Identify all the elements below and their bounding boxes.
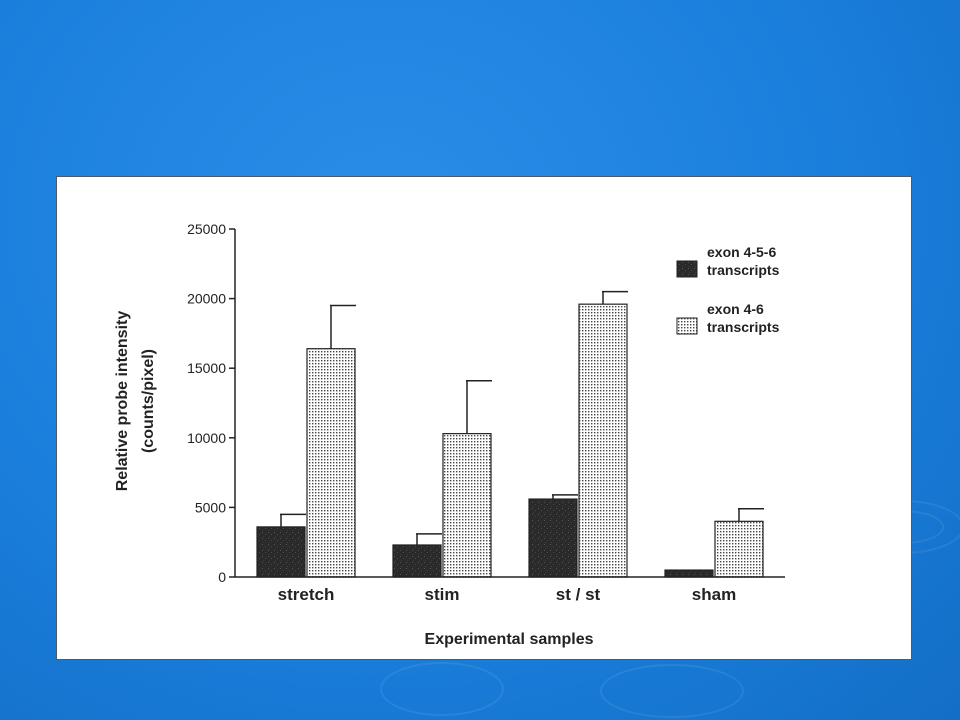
background-ripple [600, 664, 744, 718]
bar [664, 569, 714, 578]
y-tick-label: 0 [218, 569, 226, 585]
x-axis-title: Experimental samples [425, 631, 594, 648]
background-ripple [380, 662, 504, 716]
axis-titles: Experimental samples Relative probe inten… [114, 311, 594, 648]
y-axis: 0 5000 10000 15000 20000 25000 [187, 221, 236, 585]
bar [256, 526, 306, 578]
y-tick-label: 25000 [187, 221, 226, 237]
bar-chart: 0 5000 10000 15000 20000 25000 stretch stim st … [114, 221, 785, 648]
y-tick-label: 15000 [187, 360, 226, 376]
legend-label: exon 4-5-6 [707, 244, 776, 260]
bar [306, 348, 356, 578]
legend-label: exon 4-6 [707, 301, 764, 317]
x-category-label: st / st [556, 585, 601, 604]
bar [578, 303, 628, 578]
bar [392, 544, 442, 578]
x-category-label: sham [692, 585, 736, 604]
bar [528, 498, 578, 578]
legend-label: transcripts [707, 319, 780, 335]
y-tick-label: 10000 [187, 430, 226, 446]
y-axis-title: (counts/pixel) [140, 349, 157, 453]
figure-panel: 0 5000 10000 15000 20000 25000 stretch stim st … [56, 176, 912, 660]
x-axis: stretch stim st / st sham [235, 576, 785, 604]
legend-label: transcripts [707, 262, 780, 278]
y-tick-label: 5000 [195, 499, 226, 515]
legend: exon 4-5-6 transcripts exon 4-6 transcripts [676, 244, 780, 335]
legend-swatch [676, 317, 698, 335]
bars-group [256, 290, 764, 578]
legend-swatch [676, 260, 698, 278]
bar [442, 433, 492, 578]
y-tick-label: 20000 [187, 291, 226, 307]
x-category-label: stretch [278, 585, 335, 604]
bar [714, 520, 764, 578]
y-axis-title: Relative probe intensity [114, 311, 131, 492]
x-category-label: stim [425, 585, 460, 604]
